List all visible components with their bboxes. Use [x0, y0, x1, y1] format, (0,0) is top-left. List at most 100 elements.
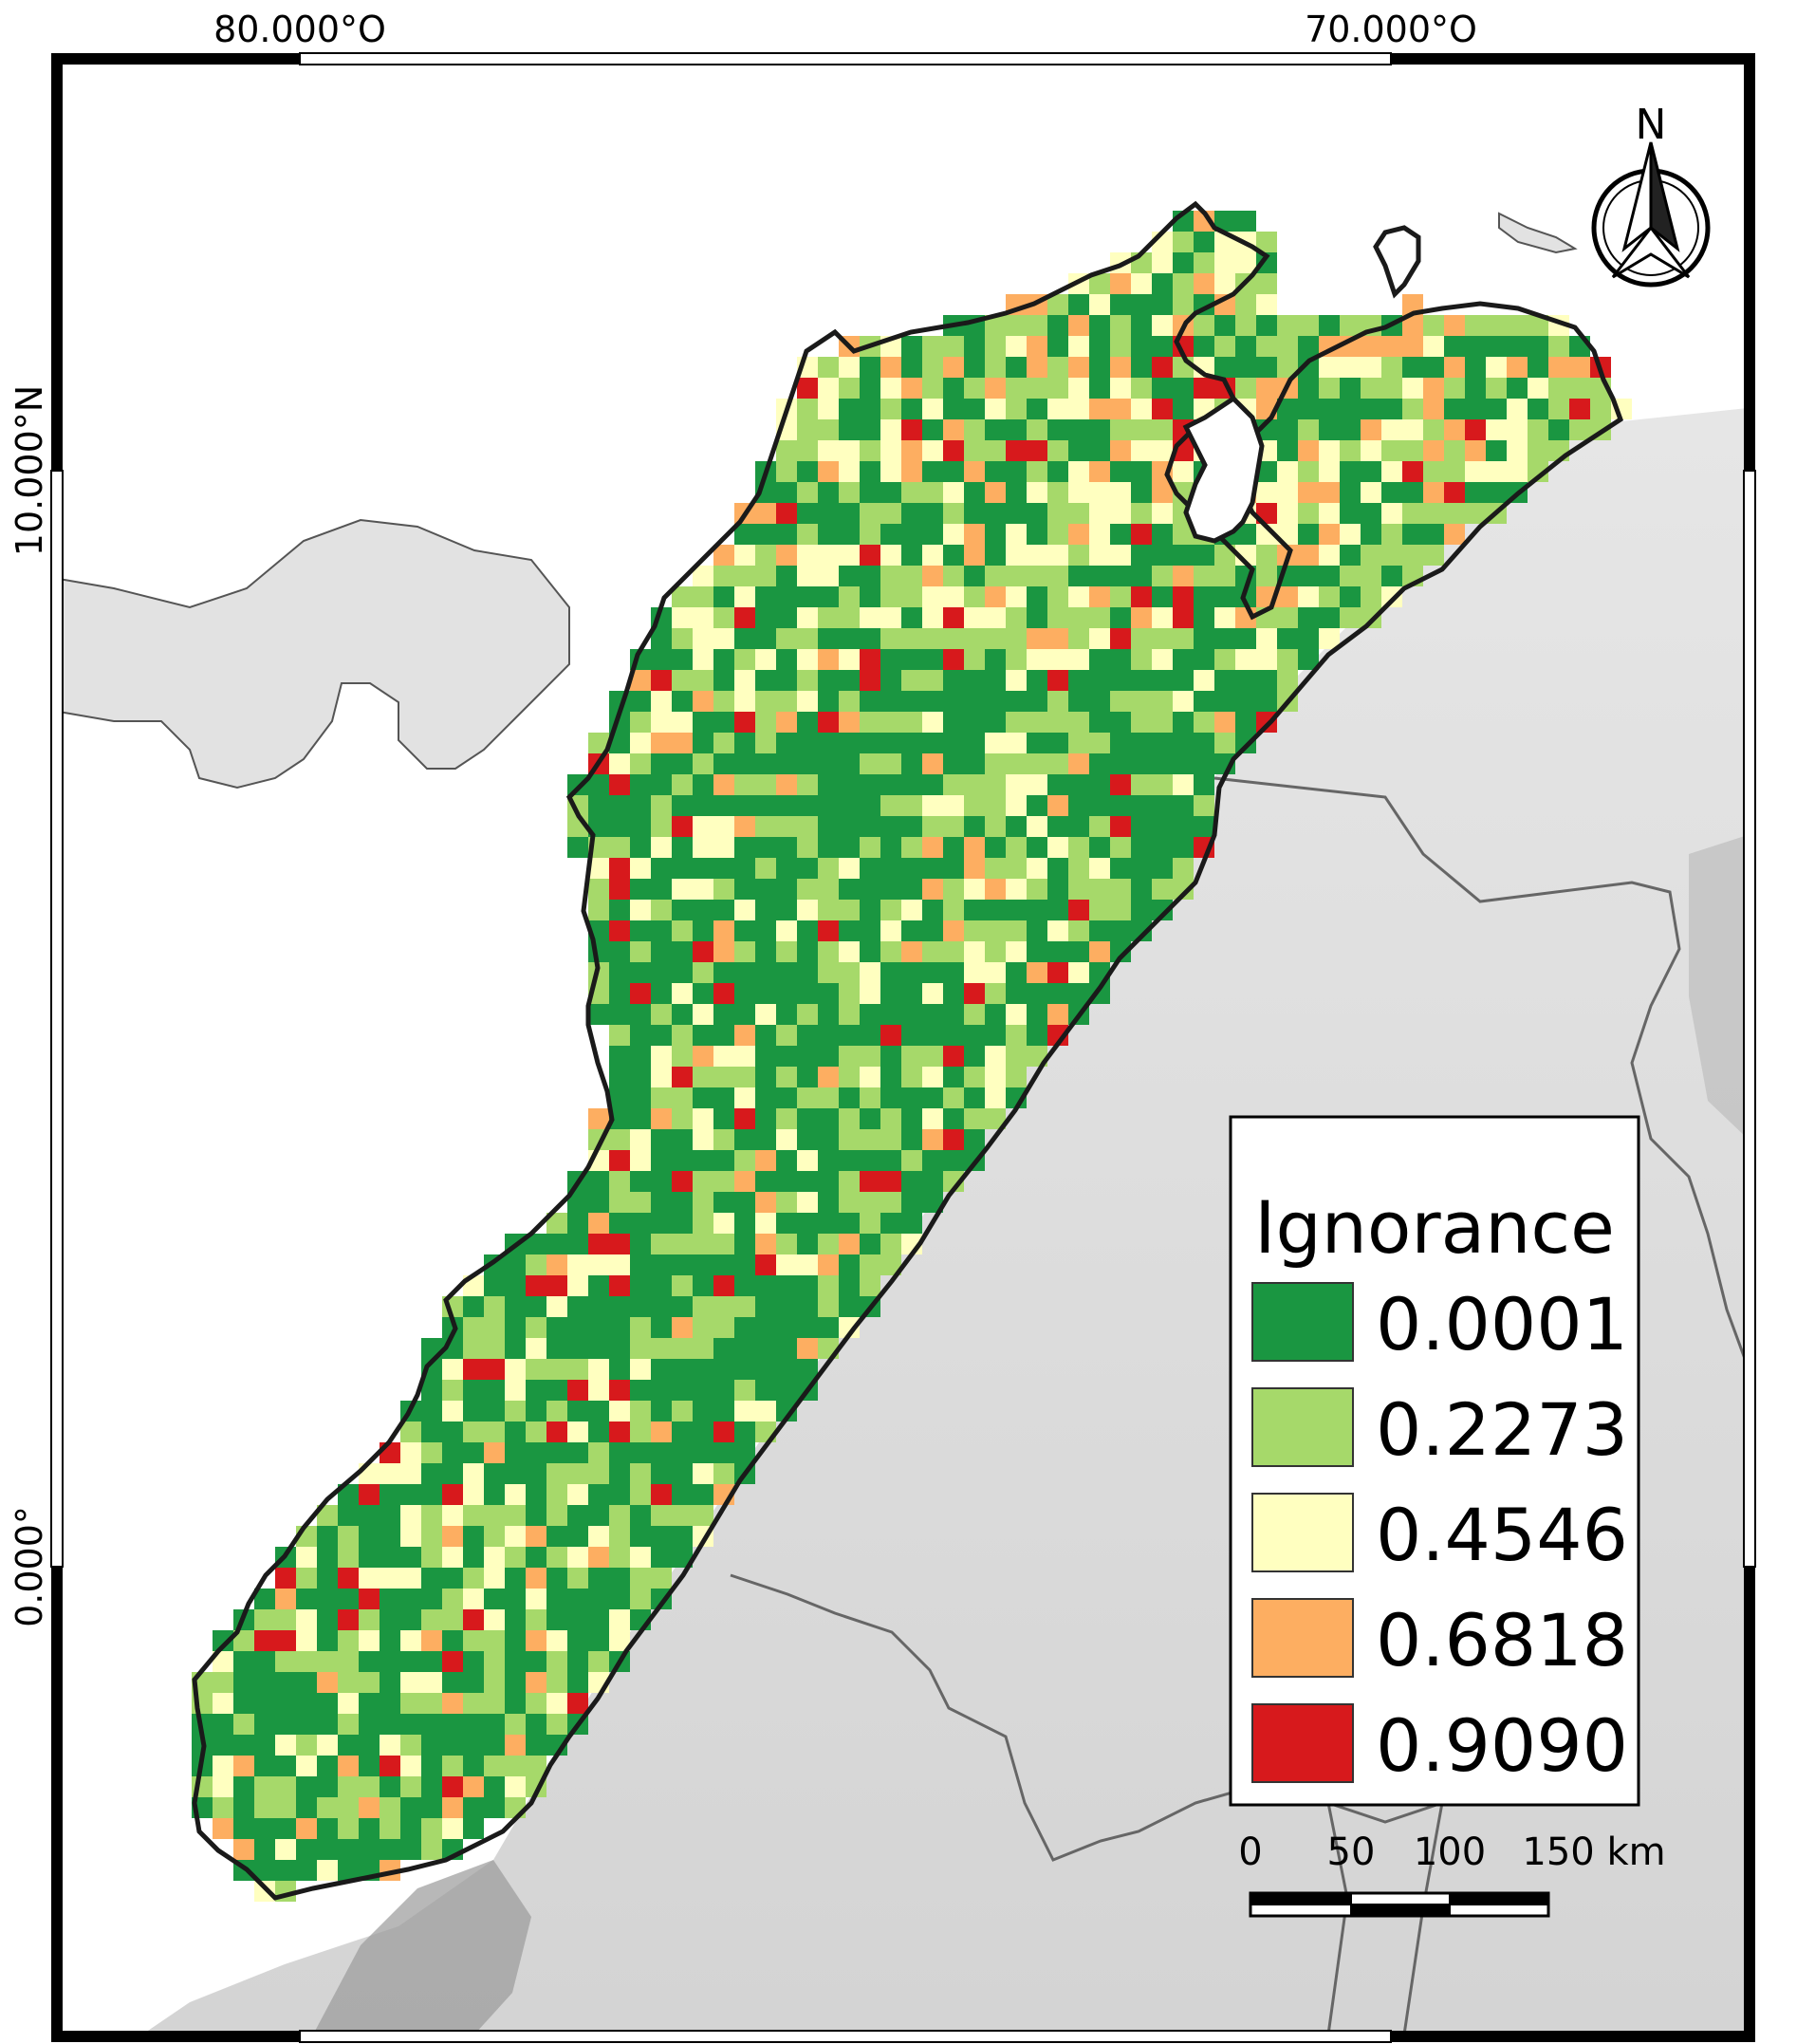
raster-cell: [1319, 628, 1340, 649]
raster-cell: [1194, 628, 1214, 649]
raster-cell: [860, 920, 880, 941]
raster-cell: [776, 1401, 797, 1422]
raster-cell: [734, 1234, 755, 1254]
raster-cell: [546, 1714, 567, 1735]
raster-cell: [1423, 315, 1444, 336]
raster-cell: [651, 733, 672, 753]
raster-cell: [609, 1422, 630, 1442]
raster-cell: [776, 1296, 797, 1317]
raster-cell: [609, 900, 630, 920]
raster-cell: [1131, 816, 1152, 837]
raster-cell: [1173, 273, 1194, 294]
raster-cell: [651, 1254, 672, 1275]
raster-cell: [609, 795, 630, 816]
raster-cell: [672, 816, 693, 837]
raster-cell: [463, 1589, 484, 1609]
raster-cell: [421, 1505, 442, 1526]
raster-cell: [860, 545, 880, 566]
raster-cell: [1027, 1004, 1047, 1025]
raster-cell: [943, 1025, 964, 1046]
raster-cell: [901, 1192, 922, 1213]
raster-cell: [1319, 378, 1340, 399]
raster-cell: [964, 378, 985, 399]
raster-cell: [609, 1317, 630, 1338]
raster-cell: [254, 1839, 275, 1860]
raster-cell: [380, 1630, 400, 1651]
raster-cell: [1194, 252, 1214, 273]
raster-cell: [672, 1526, 693, 1547]
raster-cell: [526, 1693, 546, 1714]
raster-cell: [1152, 858, 1173, 879]
raster-cell: [588, 1254, 609, 1275]
raster-cell: [1006, 315, 1027, 336]
raster-cell: [338, 1797, 359, 1818]
raster-cell: [1027, 962, 1047, 983]
raster-cell: [880, 983, 901, 1004]
raster-cell: [317, 1505, 338, 1526]
raster-cell: [421, 1776, 442, 1797]
raster-cell: [1110, 399, 1131, 419]
raster-cell: [713, 774, 734, 795]
raster-cell: [1006, 753, 1027, 774]
raster-cell: [588, 1004, 609, 1025]
raster-cell: [713, 962, 734, 983]
raster-cell: [1444, 336, 1465, 357]
raster-cell: [901, 691, 922, 712]
raster-cell: [630, 733, 651, 753]
legend-title: Ignorance: [1254, 1185, 1615, 1270]
raster-cell: [1173, 816, 1194, 837]
raster-cell: [860, 607, 880, 628]
raster-cell: [839, 774, 860, 795]
raster-cell: [713, 566, 734, 586]
raster-cell: [275, 1630, 296, 1651]
raster-cell: [296, 1714, 317, 1735]
raster-cell: [1152, 837, 1173, 858]
raster-cell: [526, 1254, 546, 1275]
raster-cell: [922, 920, 943, 941]
raster-cell: [693, 816, 713, 837]
raster-cell: [1006, 586, 1027, 607]
raster-cell: [860, 524, 880, 545]
raster-cell: [922, 440, 943, 461]
raster-cell: [1006, 858, 1027, 879]
raster-cell: [609, 1463, 630, 1484]
raster-cell: [1235, 252, 1256, 273]
raster-cell: [818, 419, 839, 440]
scale-label-0: 0: [1238, 1830, 1262, 1874]
raster-cell: [505, 1505, 526, 1526]
raster-cell: [922, 399, 943, 419]
raster-cell: [296, 1609, 317, 1630]
raster-cell: [484, 1338, 505, 1359]
raster-cell: [1402, 524, 1423, 545]
raster-cell: [296, 1818, 317, 1839]
raster-cell: [922, 607, 943, 628]
raster-cell: [672, 753, 693, 774]
raster-cell: [776, 628, 797, 649]
raster-cell: [797, 1046, 818, 1067]
raster-cell: [672, 628, 693, 649]
raster-cell: [1068, 837, 1089, 858]
raster-cell: [776, 1192, 797, 1213]
raster-cell: [630, 1234, 651, 1254]
raster-cell: [1047, 774, 1068, 795]
raster-cell: [672, 1108, 693, 1129]
raster-cell: [839, 1067, 860, 1087]
raster-cell: [1152, 378, 1173, 399]
raster-cell: [839, 1108, 860, 1129]
raster-cell: [985, 1025, 1006, 1046]
raster-cell: [609, 858, 630, 879]
raster-cell: [630, 1213, 651, 1234]
raster-cell: [1173, 586, 1194, 607]
raster-cell: [901, 357, 922, 378]
raster-cell: [484, 1526, 505, 1547]
raster-cell: [546, 1359, 567, 1380]
raster-cell: [1006, 795, 1027, 816]
raster-cell: [630, 753, 651, 774]
raster-cell: [567, 1651, 588, 1672]
raster-cell: [338, 1568, 359, 1589]
raster-cell: [1173, 712, 1194, 733]
raster-cell: [734, 858, 755, 879]
raster-cell: [442, 1693, 463, 1714]
raster-cell: [588, 1651, 609, 1672]
